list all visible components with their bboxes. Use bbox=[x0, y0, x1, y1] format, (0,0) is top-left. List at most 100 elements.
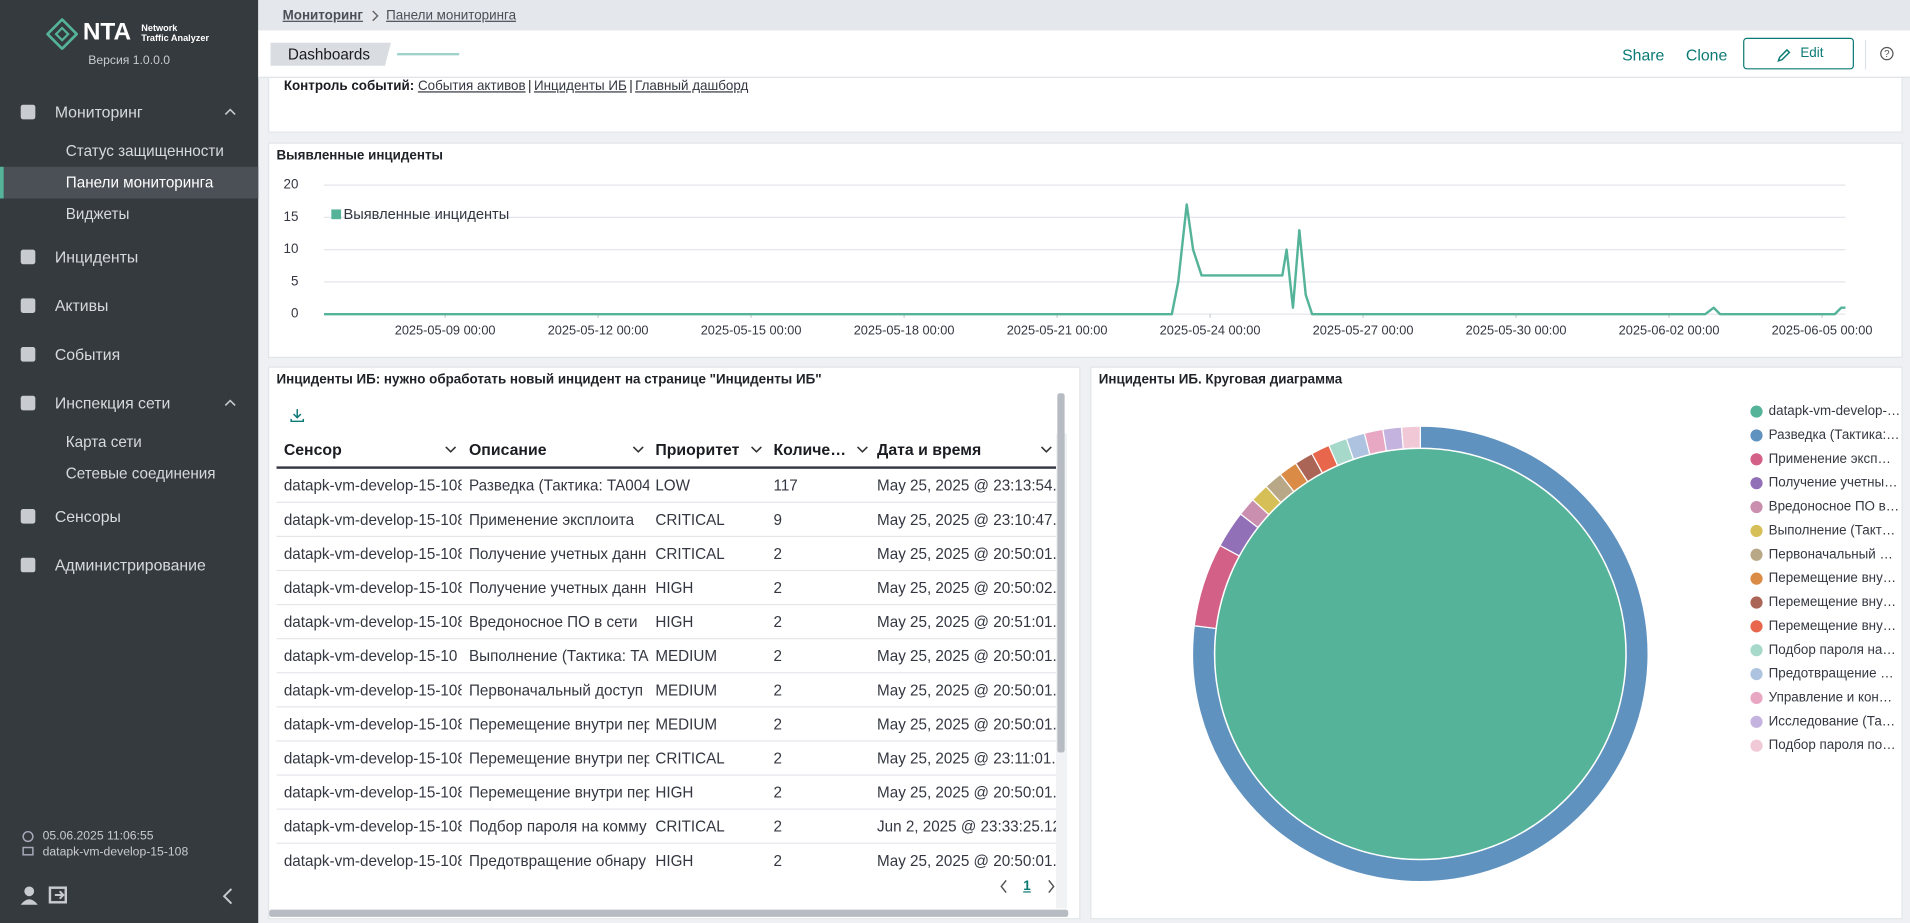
chevron bbox=[224, 399, 236, 407]
link[interactable]: Инциденты ИБ bbox=[533, 79, 627, 94]
svg-text:?: ? bbox=[1884, 49, 1890, 60]
host: datapk-vm-develop-15-108 bbox=[42, 845, 189, 860]
table-cell: 2 bbox=[773, 750, 782, 768]
link[interactable]: Главный дашборд bbox=[635, 79, 749, 94]
menu-item[interactable]: Активы bbox=[54, 296, 109, 315]
table-cell: MEDIUM bbox=[655, 647, 718, 665]
column-header[interactable]: Сенсор bbox=[283, 440, 342, 459]
row-border bbox=[276, 706, 1057, 708]
pagination-arrows[interactable] bbox=[998, 878, 1059, 895]
submenu-item[interactable]: Карта сети bbox=[65, 433, 142, 451]
active-marker bbox=[0, 166, 4, 199]
table-cell: datapk-vm-develop-15-108 bbox=[283, 477, 462, 495]
table-cell: datapk-vm-develop-15-108 bbox=[283, 511, 462, 529]
table-panel: Инциденты ИБ: нужно обработать новый инц… bbox=[267, 366, 1081, 920]
tab[interactable]: Dashboards bbox=[287, 46, 370, 64]
table-cell: May 25, 2025 @ 23:10:47.9 bbox=[877, 511, 1057, 529]
table-cell: 2 bbox=[773, 852, 782, 870]
row-border bbox=[276, 603, 1057, 606]
table-cell: datapk-vm-develop-15-108 bbox=[283, 784, 462, 802]
column-header[interactable]: Приоритет bbox=[655, 440, 740, 459]
table-cell: 2 bbox=[773, 715, 782, 734]
row-border bbox=[276, 672, 1057, 674]
menu-item[interactable]: Инциденты bbox=[54, 247, 139, 267]
table-cell: datapk-vm-develop-15-108 bbox=[283, 750, 462, 768]
scrollbar-h[interactable] bbox=[269, 909, 1069, 917]
menu-item[interactable]: Администрирование bbox=[54, 555, 206, 575]
panel-title: Инциденты ИБ. Круговая диаграмма bbox=[1098, 372, 1343, 388]
table-cell: May 25, 2025 @ 20:50:01.9 bbox=[877, 784, 1057, 802]
icon-shape bbox=[20, 298, 36, 313]
table-cell: 9 bbox=[773, 511, 782, 529]
table-cell: HIGH bbox=[655, 613, 694, 631]
help-icon[interactable]: ? bbox=[1880, 46, 1895, 61]
logo-sub: Network bbox=[141, 22, 178, 34]
sort-shape bbox=[632, 446, 644, 453]
menu-item[interactable]: События bbox=[54, 345, 121, 364]
breadcrumb[interactable]: Панели мониторинга bbox=[386, 8, 517, 24]
pie-panel: Инциденты ИБ. Круговая диаграмма bbox=[1090, 366, 1903, 920]
menu-icon bbox=[20, 298, 36, 313]
table-cell: Первоначальный доступ bbox=[468, 681, 644, 699]
menu-item[interactable]: Мониторинг bbox=[54, 102, 143, 122]
submenu-item[interactable]: Панели мониторинга bbox=[65, 174, 214, 192]
menu-icon bbox=[20, 395, 36, 411]
table-cell: datapk-vm-develop-15-10 bbox=[283, 647, 458, 665]
table-cell: Вредоносное ПО в сети bbox=[468, 613, 638, 631]
scrollbar-v[interactable] bbox=[1057, 393, 1065, 753]
icon-shape bbox=[20, 508, 36, 524]
table-cell: May 25, 2025 @ 20:50:01.9 bbox=[877, 852, 1057, 870]
sort-shape bbox=[751, 446, 762, 453]
panel-title: Выявленные инциденты bbox=[276, 148, 443, 164]
row-border bbox=[276, 774, 1057, 776]
separator: | bbox=[629, 79, 633, 94]
column-header[interactable]: Описание bbox=[468, 440, 547, 459]
menu-item[interactable]: Сенсоры bbox=[54, 507, 121, 526]
submenu-item[interactable]: Виджеты bbox=[65, 205, 130, 223]
edit-button[interactable]: Edit bbox=[1743, 37, 1854, 70]
logo-icon bbox=[46, 18, 78, 50]
tab-shape bbox=[270, 42, 460, 66]
table-cell: 2 bbox=[773, 818, 782, 836]
table: Сенсор Описание Приоритет Количе… Дата и вре… bbox=[276, 433, 1057, 876]
chevron-shape bbox=[224, 108, 236, 116]
table-cell: datapk-vm-develop-15-108 bbox=[283, 579, 462, 597]
submenu-item[interactable]: Сетевые соединения bbox=[65, 465, 216, 483]
table-cell: datapk-vm-develop-15-108 bbox=[283, 715, 462, 734]
table-cell: datapk-vm-develop-15-108 bbox=[283, 818, 462, 836]
table-cell: CRITICAL bbox=[655, 511, 725, 529]
column-header[interactable]: Дата и время bbox=[877, 440, 982, 459]
table-cell: Jun 2, 2025 @ 23:33:25.12 bbox=[877, 818, 1057, 836]
column-header[interactable]: Количе… bbox=[773, 440, 847, 459]
menu-item[interactable]: Инспекция сети bbox=[54, 393, 171, 413]
sort-icon bbox=[1040, 446, 1052, 453]
table-cell: datapk-vm-develop-15-108 bbox=[283, 613, 462, 631]
clone-button[interactable]: Clone bbox=[1685, 45, 1728, 64]
row-border bbox=[276, 740, 1057, 742]
icon-shape bbox=[20, 104, 36, 120]
submenu-item[interactable]: Статус защищенности bbox=[65, 142, 224, 160]
table-cell: Подбор пароля на комму bbox=[468, 818, 647, 836]
download-icon[interactable] bbox=[290, 408, 305, 423]
table-cell: datapk-vm-develop-15-108 bbox=[283, 681, 462, 699]
table-cell: datapk-vm-develop-15-108 bbox=[283, 545, 462, 563]
link[interactable]: События активов bbox=[417, 79, 526, 94]
divider bbox=[1864, 40, 1867, 70]
menu-icon bbox=[20, 347, 36, 362]
active-bg bbox=[0, 166, 259, 199]
share-button[interactable]: Share bbox=[1622, 45, 1665, 64]
header-border bbox=[276, 466, 1057, 469]
table-cell: Получение учетных данн bbox=[468, 545, 647, 563]
table-cell: 2 bbox=[773, 613, 782, 631]
table-cell: Перемещение внутри пер bbox=[468, 750, 650, 768]
breadcrumb[interactable]: Мониторинг bbox=[282, 8, 363, 24]
version: Версия 1.0.0.0 bbox=[88, 54, 171, 68]
sort-icon bbox=[751, 446, 762, 453]
page-number[interactable]: 1 bbox=[1023, 879, 1031, 894]
table-cell: CRITICAL bbox=[655, 750, 725, 768]
datetime: 05.06.2025 11:06:55 bbox=[42, 829, 154, 844]
table-cell: May 25, 2025 @ 20:50:01.8 bbox=[877, 715, 1057, 734]
table-cell: Предотвращение обнару bbox=[468, 852, 646, 870]
table-cell: HIGH bbox=[655, 784, 694, 802]
